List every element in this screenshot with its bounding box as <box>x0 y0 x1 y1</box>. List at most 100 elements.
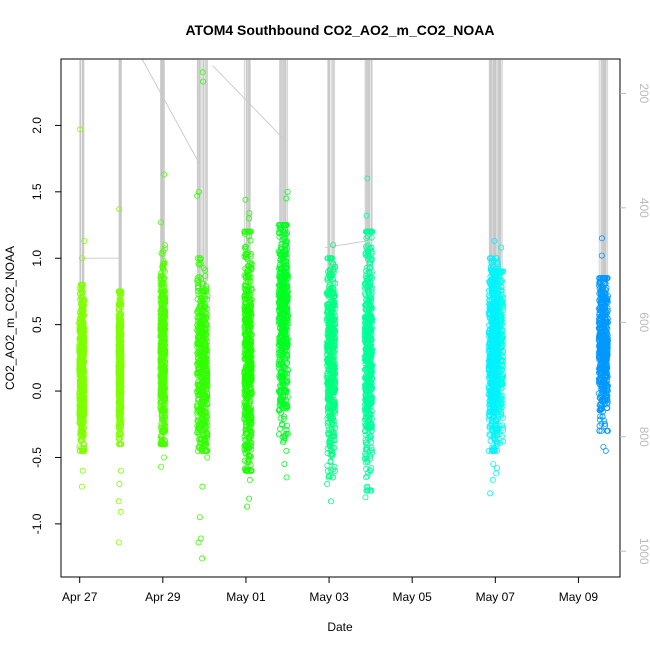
data-point <box>162 245 169 252</box>
data-point <box>78 483 85 490</box>
data-point <box>158 285 165 292</box>
data-point <box>77 432 84 439</box>
data-point <box>115 498 122 505</box>
data-point <box>78 285 85 292</box>
data-point <box>116 206 123 213</box>
data-point <box>116 435 123 442</box>
data-point <box>116 403 123 410</box>
data-point <box>161 376 168 383</box>
data-point <box>161 311 168 318</box>
data-point <box>158 250 165 257</box>
data-point <box>161 241 168 248</box>
data-point <box>80 351 87 358</box>
data-point <box>116 409 123 416</box>
data-point <box>116 350 123 357</box>
data-point <box>324 481 331 488</box>
data-point <box>116 382 123 389</box>
data-point <box>161 437 168 444</box>
data-point <box>160 454 167 461</box>
data-point <box>80 307 87 314</box>
data-point <box>158 385 165 392</box>
data-point <box>157 306 164 313</box>
data-point <box>161 441 168 448</box>
altitude-connector <box>141 58 201 166</box>
series-group <box>324 241 339 505</box>
data-point <box>158 354 165 361</box>
data-point <box>197 535 204 542</box>
data-point <box>117 316 124 323</box>
altitude-connector <box>324 240 367 249</box>
data-point <box>161 394 168 401</box>
data-point <box>160 366 167 373</box>
data-point <box>79 320 86 327</box>
data-point <box>115 539 122 546</box>
altitude-trace-layer <box>79 58 609 405</box>
data-point <box>158 437 165 444</box>
data-point <box>79 447 86 454</box>
data-point <box>76 402 83 409</box>
series-group <box>194 69 211 562</box>
data-point <box>158 340 165 347</box>
data-point <box>117 301 124 308</box>
data-point <box>283 447 290 454</box>
data-point <box>78 332 85 339</box>
data-point <box>162 427 169 434</box>
data-point <box>159 292 166 299</box>
data-point <box>204 454 211 461</box>
series-group <box>76 126 88 490</box>
data-point <box>76 392 83 399</box>
data-point <box>162 299 169 306</box>
data-point <box>116 289 123 296</box>
data-point <box>77 386 84 393</box>
data-point <box>76 341 83 348</box>
data-point <box>118 422 125 429</box>
data-point <box>78 281 85 288</box>
data-point <box>158 397 165 404</box>
data-point <box>159 290 166 297</box>
data-point <box>117 337 124 344</box>
data-point <box>80 402 87 409</box>
data-point <box>157 272 164 279</box>
data-point <box>158 441 165 448</box>
data-point <box>118 441 125 448</box>
data-point <box>195 260 202 267</box>
data-point <box>117 297 124 304</box>
data-point <box>118 320 125 327</box>
data-point <box>161 299 168 306</box>
data-point <box>158 463 165 470</box>
data-point <box>79 426 86 433</box>
data-point <box>118 419 125 426</box>
data-point <box>500 438 507 445</box>
data-point <box>362 494 369 501</box>
data-point <box>116 300 123 307</box>
data-point <box>117 379 124 386</box>
series-group <box>157 171 169 470</box>
data-point <box>78 282 85 289</box>
altitude-connector <box>212 65 284 140</box>
data-point <box>159 316 166 323</box>
data-point <box>117 434 124 441</box>
data-point <box>246 477 253 484</box>
data-point <box>79 445 86 452</box>
data-point <box>76 404 83 411</box>
data-point <box>199 483 206 490</box>
data-point <box>199 555 206 562</box>
data-point <box>118 368 125 375</box>
data-point <box>79 434 86 441</box>
data-point <box>115 328 122 335</box>
data-point <box>117 359 124 366</box>
data-point <box>78 367 85 374</box>
data-point <box>81 296 88 303</box>
altitude-connector <box>81 59 121 259</box>
data-point <box>275 431 282 438</box>
data-point <box>160 407 167 414</box>
data-point <box>196 514 203 521</box>
data-point <box>77 428 84 435</box>
data-point <box>117 389 124 396</box>
data-point <box>160 357 167 364</box>
data-point <box>283 474 290 481</box>
data-point <box>116 400 123 407</box>
data-point <box>80 412 87 419</box>
data-point <box>76 360 83 367</box>
